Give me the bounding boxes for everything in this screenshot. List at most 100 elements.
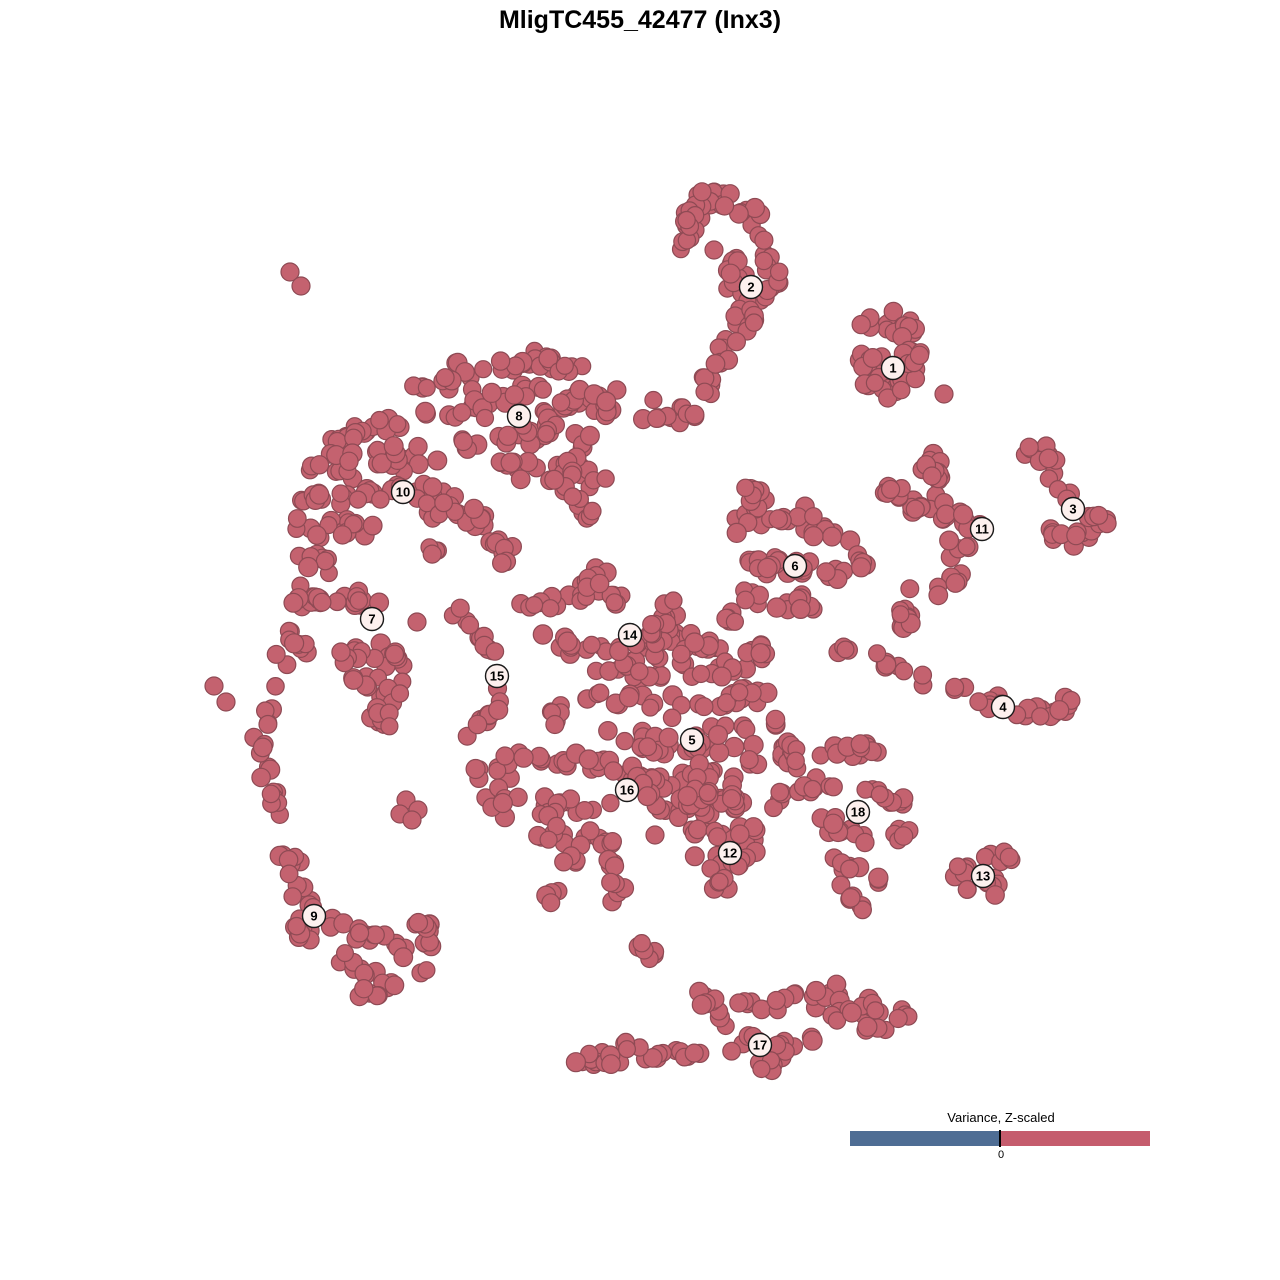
data-point xyxy=(450,598,470,618)
cluster-label-circle xyxy=(845,799,871,825)
data-point xyxy=(422,477,443,497)
data-point xyxy=(422,544,442,564)
data-point xyxy=(589,573,610,594)
data-point xyxy=(284,633,305,654)
data-point xyxy=(485,642,505,661)
cluster-points xyxy=(204,182,1117,1081)
data-point xyxy=(557,631,578,652)
data-point xyxy=(905,499,925,519)
data-point xyxy=(647,408,667,428)
data-point xyxy=(298,556,319,578)
data-point xyxy=(687,819,708,840)
data-point xyxy=(467,714,488,735)
data-point xyxy=(312,592,332,612)
data-point xyxy=(427,450,448,471)
data-point xyxy=(969,692,989,712)
data-point xyxy=(786,751,805,771)
data-point xyxy=(491,553,512,573)
data-point xyxy=(736,719,756,740)
data-point xyxy=(537,424,556,443)
data-point xyxy=(803,526,824,547)
data-point xyxy=(453,431,473,452)
data-point xyxy=(551,393,571,412)
data-point xyxy=(957,880,977,899)
data-point xyxy=(504,385,525,405)
data-point xyxy=(642,614,662,635)
data-point xyxy=(615,731,634,751)
data-point xyxy=(266,676,285,696)
cluster-label-4: 4 xyxy=(990,694,1016,720)
data-point xyxy=(893,826,914,846)
data-point xyxy=(500,452,521,473)
data-point xyxy=(853,900,872,920)
data-point xyxy=(850,557,872,578)
cluster-label-6: 6 xyxy=(782,553,808,579)
data-point xyxy=(729,993,749,1013)
data-point xyxy=(565,1052,587,1073)
data-point xyxy=(510,469,531,490)
data-point xyxy=(805,980,827,1002)
data-point xyxy=(948,857,967,876)
data-point xyxy=(883,301,904,322)
cluster-label-text: 16 xyxy=(620,783,634,798)
cluster-label-13: 13 xyxy=(970,863,996,889)
data-point xyxy=(725,612,745,631)
cluster-label-circle xyxy=(617,622,643,648)
data-point xyxy=(365,925,385,945)
data-point xyxy=(720,263,741,284)
data-point xyxy=(935,504,956,525)
data-point xyxy=(287,509,307,528)
data-point xyxy=(671,695,691,715)
cluster-label-circle xyxy=(782,553,808,579)
data-point xyxy=(752,1059,771,1079)
data-point xyxy=(888,1008,908,1029)
data-point xyxy=(575,801,594,820)
data-point xyxy=(415,401,436,422)
data-point xyxy=(691,664,711,684)
data-point xyxy=(525,595,544,614)
data-point xyxy=(258,714,278,734)
data-point xyxy=(736,478,755,497)
data-point xyxy=(714,196,735,216)
data-point xyxy=(821,526,842,547)
data-point xyxy=(684,1043,704,1063)
data-point xyxy=(216,692,236,712)
cluster-label-circle xyxy=(969,516,995,542)
data-point xyxy=(332,525,353,545)
data-point xyxy=(857,1016,878,1037)
data-point xyxy=(402,810,422,830)
data-point xyxy=(677,210,696,230)
data-point xyxy=(601,793,620,813)
data-point xyxy=(827,1011,847,1030)
cluster-label-17: 17 xyxy=(747,1032,773,1058)
data-point xyxy=(695,382,714,401)
data-point xyxy=(770,782,790,802)
data-point xyxy=(279,864,299,884)
cluster-label-text: 18 xyxy=(851,805,865,820)
data-point xyxy=(684,632,705,653)
cluster-label-circle xyxy=(614,777,640,803)
data-point xyxy=(862,348,883,369)
data-point xyxy=(711,666,732,687)
cluster-label-1: 1 xyxy=(880,355,906,381)
data-point xyxy=(541,599,560,618)
data-point xyxy=(985,885,1005,905)
data-point xyxy=(671,644,691,664)
cluster-label-circle xyxy=(990,694,1016,720)
cluster-label-8: 8 xyxy=(506,403,532,429)
data-point xyxy=(252,737,273,758)
data-point xyxy=(867,644,887,663)
data-point xyxy=(604,856,625,876)
data-point xyxy=(495,746,515,766)
data-point xyxy=(816,562,836,582)
cluster-label-circle xyxy=(747,1032,773,1058)
data-point xyxy=(642,1047,663,1068)
data-point xyxy=(662,708,682,728)
data-point xyxy=(865,373,885,392)
data-point xyxy=(407,612,427,632)
data-point xyxy=(371,490,390,509)
cluster-label-circle xyxy=(717,840,743,866)
data-point xyxy=(710,872,729,891)
data-point xyxy=(434,493,454,513)
data-point xyxy=(945,677,965,697)
